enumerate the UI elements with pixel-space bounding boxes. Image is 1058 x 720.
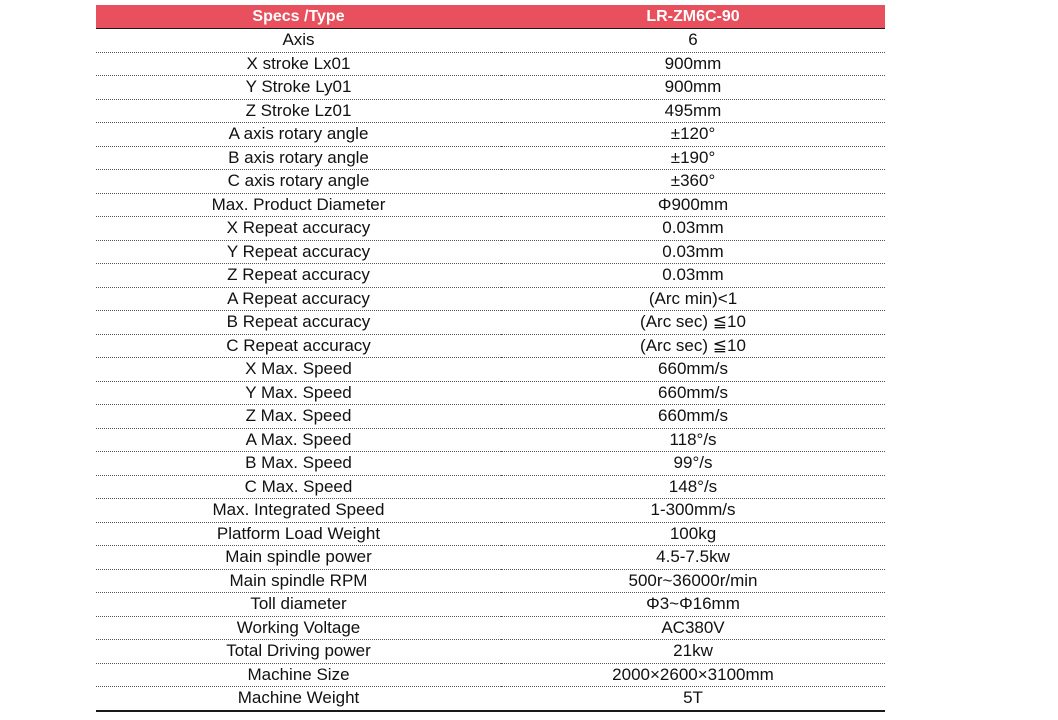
- spec-value-cell: 0.03mm: [501, 263, 885, 288]
- table-row: C axis rotary angle ±360°: [96, 169, 885, 194]
- table-row: A axis rotary angle ±120°: [96, 122, 885, 147]
- table-row: Main spindle power 4.5-7.5kw: [96, 545, 885, 570]
- spec-value-cell: 21kw: [501, 639, 885, 664]
- spec-value-cell: ±190°: [501, 146, 885, 170]
- spec-value-cell: 500r~36000r/min: [501, 569, 885, 593]
- spec-name-cell: Y Stroke Ly01: [96, 75, 501, 100]
- table-row: Axis 6: [96, 28, 885, 53]
- spec-name-cell: Z Stroke Lz01: [96, 99, 501, 123]
- spec-value-cell: 100kg: [501, 522, 885, 546]
- table-row: Y Stroke Ly01 900mm: [96, 75, 885, 100]
- spec-name-cell: B Repeat accuracy: [96, 310, 501, 335]
- spec-value-cell: 0.03mm: [501, 216, 885, 241]
- spec-name-cell: Main spindle RPM: [96, 569, 501, 593]
- spec-name-cell: A Repeat accuracy: [96, 287, 501, 311]
- spec-name-cell: Total Driving power: [96, 639, 501, 664]
- spec-value-cell: (Arc min)<1: [501, 287, 885, 311]
- table-header: Specs /Type LR-ZM6C-90: [96, 5, 885, 29]
- table-body: Axis 6 X stroke Lx01 900mm Y Stroke Ly01 900m…: [96, 28, 885, 712]
- spec-name-cell: Axis: [96, 28, 501, 53]
- spec-name-cell: B Max. Speed: [96, 451, 501, 476]
- table-row: X Repeat accuracy 0.03mm: [96, 216, 885, 241]
- spec-name-cell: C axis rotary angle: [96, 169, 501, 194]
- spec-name-cell: Platform Load Weight: [96, 522, 501, 546]
- table-row: X Max. Speed 660mm/s: [96, 357, 885, 382]
- table-row: Main spindle RPM 500r~36000r/min: [96, 569, 885, 593]
- spec-value-cell: 900mm: [501, 75, 885, 100]
- spec-name-cell: X Repeat accuracy: [96, 216, 501, 241]
- spec-name-cell: Toll diameter: [96, 592, 501, 617]
- spec-value-cell: ±120°: [501, 122, 885, 147]
- table-row: B axis rotary angle ±190°: [96, 146, 885, 170]
- table-row: Total Driving power 21kw: [96, 639, 885, 664]
- spec-value-cell: 660mm/s: [501, 381, 885, 405]
- spec-name-cell: Machine Weight: [96, 686, 501, 712]
- spec-name-cell: C Repeat accuracy: [96, 334, 501, 358]
- spec-name-cell: Max. Integrated Speed: [96, 498, 501, 523]
- spec-value-cell: 118°/s: [501, 428, 885, 452]
- spec-name-cell: Y Repeat accuracy: [96, 240, 501, 264]
- header-spec-label: Specs /Type: [96, 5, 501, 29]
- spec-value-cell: 2000×2600×3100mm: [501, 663, 885, 687]
- spec-name-cell: Z Repeat accuracy: [96, 263, 501, 288]
- table-row: Max. Integrated Speed 1-300mm/s: [96, 498, 885, 523]
- table-row: Working Voltage AC380V: [96, 616, 885, 640]
- spec-value-cell: 660mm/s: [501, 357, 885, 382]
- table-row: A Max. Speed 118°/s: [96, 428, 885, 452]
- spec-value-cell: 0.03mm: [501, 240, 885, 264]
- spec-name-cell: Machine Size: [96, 663, 501, 687]
- spec-name-cell: A axis rotary angle: [96, 122, 501, 147]
- spec-value-cell: (Arc sec) ≦10: [501, 334, 885, 358]
- spec-value-cell: 900mm: [501, 52, 885, 76]
- spec-value-cell: Φ3~Φ16mm: [501, 592, 885, 617]
- spec-value-cell: 6: [501, 28, 885, 53]
- table-row: Z Max. Speed 660mm/s: [96, 404, 885, 429]
- table-row: Z Repeat accuracy 0.03mm: [96, 263, 885, 288]
- spec-name-cell: Max. Product Diameter: [96, 193, 501, 217]
- spec-value-cell: 660mm/s: [501, 404, 885, 429]
- table-row: B Repeat accuracy (Arc sec) ≦10: [96, 310, 885, 335]
- spec-name-cell: Working Voltage: [96, 616, 501, 640]
- table-row: A Repeat accuracy (Arc min)<1: [96, 287, 885, 311]
- spec-value-cell: ±360°: [501, 169, 885, 194]
- table-row: X stroke Lx01 900mm: [96, 52, 885, 76]
- spec-value-cell: Φ900mm: [501, 193, 885, 217]
- spec-value-cell: 5T: [501, 686, 885, 712]
- spec-name-cell: C Max. Speed: [96, 475, 501, 499]
- table-row: C Max. Speed 148°/s: [96, 475, 885, 499]
- spec-value-cell: 148°/s: [501, 475, 885, 499]
- spec-value-cell: 4.5-7.5kw: [501, 545, 885, 570]
- table-row: Toll diameter Φ3~Φ16mm: [96, 592, 885, 617]
- table-row: Y Max. Speed 660mm/s: [96, 381, 885, 405]
- spec-value-cell: 1-300mm/s: [501, 498, 885, 523]
- spec-value-cell: 99°/s: [501, 451, 885, 476]
- table-row: C Repeat accuracy (Arc sec) ≦10: [96, 334, 885, 358]
- spec-value-cell: AC380V: [501, 616, 885, 640]
- table-row: Y Repeat accuracy 0.03mm: [96, 240, 885, 264]
- spec-name-cell: Z Max. Speed: [96, 404, 501, 429]
- table-row: Machine Size 2000×2600×3100mm: [96, 663, 885, 687]
- spec-name-cell: X Max. Speed: [96, 357, 501, 382]
- table-row: Machine Weight 5T: [96, 686, 885, 712]
- header-model: LR-ZM6C-90: [501, 5, 885, 29]
- header-row: Specs /Type LR-ZM6C-90: [96, 5, 885, 29]
- spec-name-cell: X stroke Lx01: [96, 52, 501, 76]
- spec-name-cell: Y Max. Speed: [96, 381, 501, 405]
- spec-name-cell: B axis rotary angle: [96, 146, 501, 170]
- table-row: B Max. Speed 99°/s: [96, 451, 885, 476]
- spec-name-cell: A Max. Speed: [96, 428, 501, 452]
- spec-value-cell: (Arc sec) ≦10: [501, 310, 885, 335]
- spec-value-cell: 495mm: [501, 99, 885, 123]
- table-row: Max. Product Diameter Φ900mm: [96, 193, 885, 217]
- table-row: Platform Load Weight 100kg: [96, 522, 885, 546]
- table-row: Z Stroke Lz01 495mm: [96, 99, 885, 123]
- spec-name-cell: Main spindle power: [96, 545, 501, 570]
- spec-table: Specs /Type LR-ZM6C-90 Axis 6 X stroke Lx0…: [96, 5, 885, 712]
